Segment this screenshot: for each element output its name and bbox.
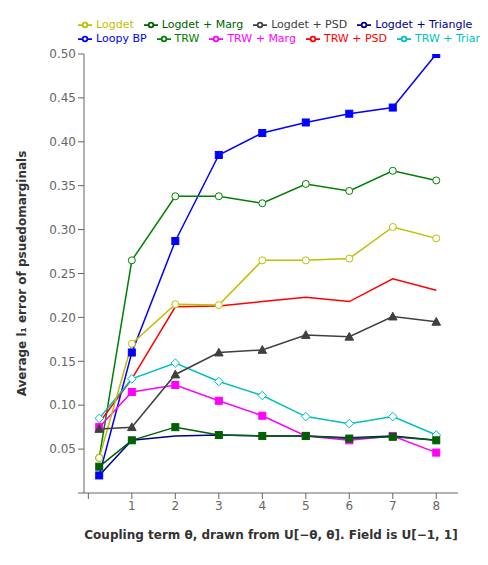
html-text:Logdet + PSD: Logdet + PSD xyxy=(271,18,348,31)
svg-text:0.05: 0.05 xyxy=(49,442,76,456)
svg-text:Average l₁ error of psuedomarg: Average l₁ error of psuedomarginals xyxy=(15,151,29,397)
svg-text:0.25: 0.25 xyxy=(49,267,76,281)
svg-text:4: 4 xyxy=(258,499,266,513)
html-text:Loopy BP: Loopy BP xyxy=(96,32,147,45)
svg-text:5: 5 xyxy=(302,499,310,513)
svg-text:8: 8 xyxy=(432,499,440,513)
html-text:Logdet: Logdet xyxy=(96,18,134,31)
html-text:Logdet + Marg: Logdet + Marg xyxy=(161,18,244,31)
html-text:TRW + PSD: TRW + PSD xyxy=(323,32,387,45)
svg-text:0.30: 0.30 xyxy=(49,223,76,237)
svg-text:Coupling term θ, drawn from U[: Coupling term θ, drawn from U[−θ, θ]. Fi… xyxy=(84,528,457,542)
svg-text:1: 1 xyxy=(128,499,136,513)
svg-text:0.40: 0.40 xyxy=(49,135,76,149)
svg-text:0.20: 0.20 xyxy=(49,311,76,325)
svg-text:0.15: 0.15 xyxy=(49,355,76,369)
svg-text:0.10: 0.10 xyxy=(49,398,76,412)
svg-text:0.50: 0.50 xyxy=(49,47,76,61)
svg-text:2: 2 xyxy=(172,499,180,513)
html-text:TRW + Marg: TRW + Marg xyxy=(227,32,296,45)
svg-text:3: 3 xyxy=(215,499,223,513)
svg-text:7: 7 xyxy=(389,499,397,513)
svg-text:0.35: 0.35 xyxy=(49,179,76,193)
html-text:TRW: TRW xyxy=(174,32,200,45)
html-text:Logdet + Triangle: Logdet + Triangle xyxy=(375,18,473,31)
svg-text:6: 6 xyxy=(345,499,353,513)
svg-text:0.45: 0.45 xyxy=(49,91,76,105)
